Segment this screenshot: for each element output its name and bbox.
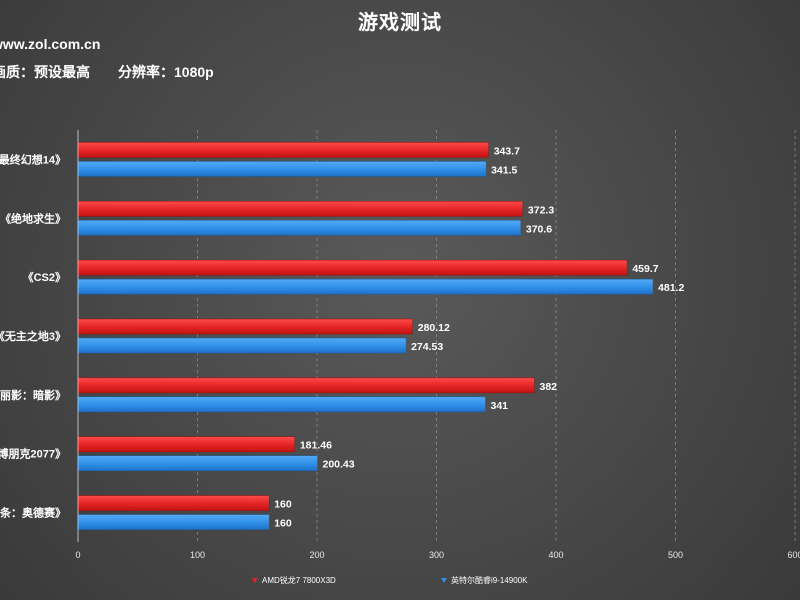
source-text: www.zol.com.cn — [0, 36, 101, 52]
bar-value-label: 372.3 — [528, 204, 554, 216]
legend-item-amd: AMD锐龙7 7800X3D — [252, 575, 336, 586]
x-tick-label: 100 — [190, 550, 205, 560]
bar-intel — [77, 514, 270, 530]
bar-amd — [77, 201, 524, 217]
bar-amd — [77, 142, 489, 158]
y-category-label: 《无主之地3》 — [0, 329, 66, 343]
legend-swatch-amd-icon — [252, 578, 258, 583]
bar-value-label: 370.6 — [526, 223, 552, 235]
legend-label-amd: AMD锐龙7 7800X3D — [262, 576, 336, 585]
y-category-label: 《刺客信条：奥德赛》 — [0, 506, 66, 520]
x-tick-label: 600 — [787, 550, 800, 560]
bar-intel — [77, 337, 407, 354]
bar-amd — [77, 436, 296, 452]
bar-value-label: 181.46 — [300, 440, 332, 452]
bar-amd — [77, 495, 270, 511]
chart-title: 游戏测试 — [358, 12, 442, 34]
bar-value-label: 459.7 — [632, 263, 658, 275]
bar-amd — [77, 259, 628, 276]
legend-swatch-intel-icon — [441, 578, 447, 583]
bar-value-label: 200.43 — [323, 459, 355, 471]
bar-value-label: 382 — [539, 381, 557, 393]
bar-value-label: 481.2 — [658, 282, 684, 294]
y-category-label: 《赛博朋克2077》 — [0, 447, 66, 461]
x-tick-label: 200 — [309, 550, 324, 560]
y-category-label: 《古墓丽影：暗影》 — [0, 388, 66, 402]
bar-value-label: 341.5 — [491, 164, 517, 176]
bar-amd — [77, 377, 535, 394]
x-tick-label: 400 — [548, 550, 563, 560]
x-tick-label: 500 — [668, 550, 683, 560]
x-tick-label: 0 — [75, 550, 80, 560]
y-category-label: 《绝地求生》 — [0, 211, 66, 225]
bar-intel — [77, 220, 522, 236]
bar-value-label: 160 — [274, 499, 292, 511]
bar-value-label: 274.53 — [411, 341, 443, 353]
bar-intel — [77, 455, 318, 471]
chart-subtitle: 画质：预设最高 分辨率：1080p — [0, 64, 214, 80]
bar-intel — [77, 396, 486, 413]
bar-intel — [77, 278, 654, 295]
y-category-label: 《CS2》 — [23, 271, 66, 284]
bar-value-label: 280.12 — [418, 322, 450, 334]
legend-label-intel: 英特尔酷睿i9-14900K — [451, 576, 528, 585]
legend: AMD锐龙7 7800X3D 英特尔酷睿i9-14900K — [0, 575, 800, 589]
bar-intel — [77, 161, 487, 177]
bar-value-label: 343.7 — [494, 145, 520, 157]
y-category-label: 《最终幻想14》 — [0, 152, 66, 166]
x-tick-label: 300 — [429, 550, 444, 560]
bar-value-label: 160 — [274, 518, 292, 530]
legend-item-intel: 英特尔酷睿i9-14900K — [441, 575, 527, 586]
bar-amd — [77, 318, 413, 335]
bar-value-label: 341 — [490, 400, 508, 412]
